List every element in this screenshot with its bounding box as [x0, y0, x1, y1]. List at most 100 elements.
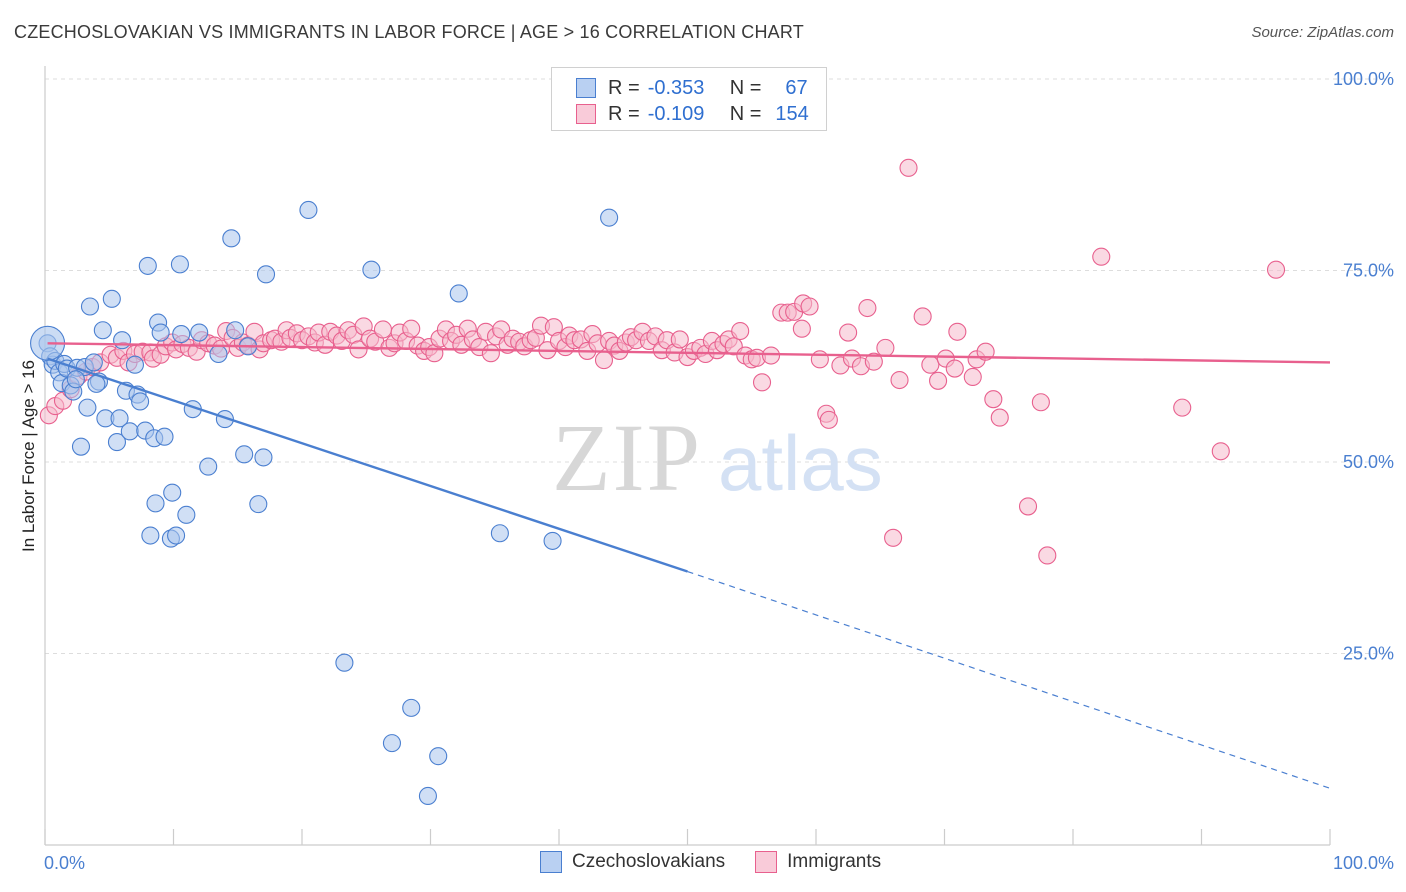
legend-label-czechoslovakians: Czechoslovakians [572, 851, 726, 872]
czechoslovakians-points [30, 200, 619, 806]
data-point [864, 352, 883, 371]
data-point [858, 298, 877, 318]
data-point [449, 284, 468, 303]
correlation-legend: R = -0.353 N = 67 R = -0.109 N = 154 [551, 67, 827, 131]
series-legend: Czechoslovakians Immigrants [540, 851, 911, 873]
y-tick-label-50: 50.0% [1343, 452, 1394, 472]
data-point [761, 346, 781, 365]
data-point [349, 340, 368, 359]
legend-n-label: N = [729, 102, 762, 125]
y-tick-labels: 25.0% 50.0% 75.0% 100.0% [1333, 69, 1394, 664]
data-point [199, 457, 218, 476]
data-point [190, 323, 209, 342]
data-point [1266, 260, 1286, 279]
data-point [78, 398, 97, 417]
data-point [299, 200, 318, 220]
data-point [71, 437, 91, 456]
data-point [990, 408, 1009, 427]
data-point [884, 528, 903, 547]
data-point [170, 255, 189, 274]
data-point [792, 319, 811, 338]
data-point [167, 526, 186, 545]
legend-r-value: -0.353 [647, 76, 705, 99]
data-point [1173, 398, 1192, 417]
data-point [163, 483, 182, 502]
data-point [226, 321, 245, 340]
data-point [810, 350, 829, 369]
data-point [976, 342, 995, 361]
data-point [600, 208, 619, 227]
legend-r-value: -0.109 [647, 102, 705, 125]
source-label: Source: ZipAtlas.com [1251, 24, 1394, 41]
data-point [256, 265, 276, 284]
data-point [752, 373, 772, 392]
y-tick-label-100: 100.0% [1333, 69, 1394, 89]
x-tick-label-max: 100.0% [1333, 853, 1394, 873]
data-point [402, 319, 421, 338]
data-point [963, 367, 982, 387]
data-point [102, 289, 121, 308]
legend-r-label: R = [608, 102, 640, 125]
legend-swatch-blue [576, 78, 596, 98]
watermark-atlas: atlas [718, 419, 883, 507]
data-point [1211, 442, 1230, 461]
x-tick-label-min: 0.0% [44, 853, 85, 873]
data-point [1092, 247, 1111, 266]
trend-lines [47, 342, 1331, 789]
data-point [335, 653, 354, 672]
data-point [1038, 546, 1057, 565]
data-point [113, 331, 132, 350]
data-point [249, 495, 268, 514]
data-point [151, 323, 170, 342]
data-point [382, 734, 402, 753]
data-point [66, 370, 85, 389]
data-point [138, 256, 157, 275]
y-axis-label: In Labor Force | Age > 16 [19, 360, 38, 552]
legend-n-label: N = [729, 76, 762, 99]
data-point [107, 433, 127, 452]
data-point [481, 344, 500, 363]
data-point [402, 698, 421, 717]
trend-line-immigrants [47, 342, 1331, 364]
y-tick-label-75: 75.0% [1343, 261, 1394, 281]
legend-row-czechoslovakians: R = -0.353 N = 67 [576, 76, 808, 100]
data-point [429, 747, 448, 766]
data-point [125, 355, 144, 374]
data-point [913, 307, 932, 326]
data-point [594, 351, 614, 370]
legend-swatch-pink [755, 851, 778, 873]
data-point [84, 353, 103, 372]
data-point [945, 359, 964, 378]
data-point [215, 410, 234, 429]
data-point [120, 422, 139, 441]
data-point [839, 323, 858, 342]
data-point [948, 322, 967, 341]
data-point [1031, 393, 1050, 412]
trend-line-czechoslovakians-extrapolated [687, 570, 1331, 789]
data-point [490, 524, 509, 543]
legend-item-immigrants[interactable]: Immigrants [755, 851, 881, 873]
data-point [800, 297, 819, 316]
data-point [172, 325, 191, 344]
legend-n-value: 154 [775, 102, 809, 125]
data-point [731, 321, 750, 341]
data-point [1018, 497, 1038, 516]
data-point [543, 531, 562, 550]
data-point [222, 229, 241, 248]
legend-row-immigrants: R = -0.109 N = 154 [576, 102, 809, 126]
data-point [984, 390, 1003, 409]
data-point [235, 445, 254, 464]
trend-line-czechoslovakians [47, 357, 688, 573]
data-point [929, 371, 948, 390]
data-point [209, 344, 228, 364]
grid-lines [45, 78, 1390, 654]
legend-swatch-blue [540, 851, 562, 873]
data-point [131, 392, 150, 411]
data-point [373, 320, 393, 339]
watermark: ZIP atlas [552, 404, 883, 511]
data-point [110, 409, 129, 428]
data-point [177, 505, 196, 524]
legend-item-czechoslovakians[interactable]: Czechoslovakians [540, 851, 725, 873]
watermark-zip: ZIP [552, 404, 702, 511]
